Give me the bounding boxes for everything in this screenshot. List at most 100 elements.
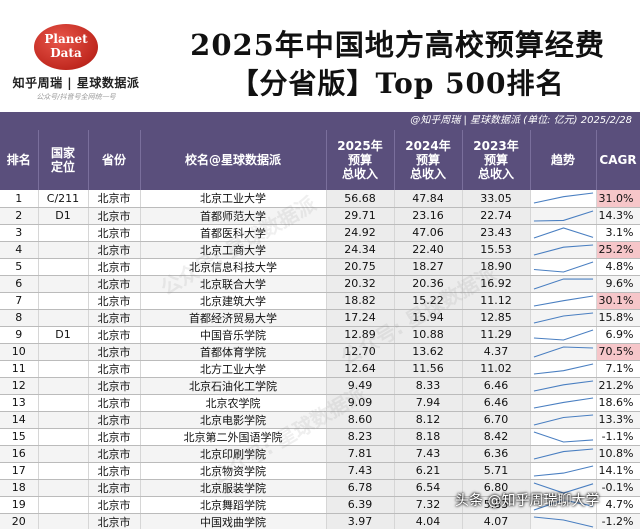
table-row: 11 北京市 北方工业大学 12.64 11.56 11.02 7.1% <box>0 360 640 378</box>
cell-school: 北京工业大学 <box>140 190 327 208</box>
cell-province: 北京市 <box>88 309 141 327</box>
cell-2023: 6.70 <box>462 411 531 429</box>
cell-cagr: 9.6% <box>596 275 640 293</box>
cell-school: 北京信息科技大学 <box>140 258 327 276</box>
cell-national <box>38 513 89 529</box>
table-row: 6 北京市 北京联合大学 20.32 20.36 16.92 9.6% <box>0 275 640 293</box>
trend-sparkline <box>533 464 593 477</box>
table-row: 9 D1 北京市 中国音乐学院 12.89 10.88 11.29 6.9% <box>0 326 640 344</box>
col-2025: 2025年 预算 总收入 <box>326 130 395 190</box>
cell-2025: 6.78 <box>326 479 395 497</box>
table-row: 12 北京市 北京石油化工学院 9.49 8.33 6.46 21.2% <box>0 377 640 395</box>
trend-sparkline <box>533 481 593 494</box>
cell-2024: 15.94 <box>394 309 463 327</box>
cell-national <box>38 360 89 378</box>
cell-rank: 16 <box>0 445 39 463</box>
trend-line <box>533 328 593 341</box>
cell-national <box>38 309 89 327</box>
cell-province: 北京市 <box>88 275 141 293</box>
cell-province: 北京市 <box>88 411 141 429</box>
cell-cagr: 10.8% <box>596 445 640 463</box>
cell-national <box>38 275 89 293</box>
cell-2023: 23.43 <box>462 224 531 242</box>
header: Planet Data 知乎周瑞 | 星球数据派 公众号/抖音号全网统一号 20… <box>0 0 640 112</box>
cell-province: 北京市 <box>88 445 141 463</box>
cell-trend <box>530 292 597 310</box>
trend-line <box>533 413 593 426</box>
cell-rank: 9 <box>0 326 39 344</box>
trend-sparkline <box>533 277 593 290</box>
cell-national <box>38 292 89 310</box>
cell-2023: 6.80 <box>462 479 531 497</box>
cell-2024: 7.43 <box>394 445 463 463</box>
cell-school: 北京物资学院 <box>140 462 327 480</box>
cell-province: 北京市 <box>88 326 141 344</box>
cell-2024: 8.12 <box>394 411 463 429</box>
cell-2023: 6.36 <box>462 445 531 463</box>
cell-2024: 8.33 <box>394 377 463 395</box>
cell-rank: 15 <box>0 428 39 446</box>
cell-national <box>38 258 89 276</box>
cell-cagr: 4.7% <box>596 496 640 514</box>
cell-national: D1 <box>38 207 89 225</box>
trend-line <box>533 379 593 392</box>
cell-national <box>38 377 89 395</box>
cell-rank: 4 <box>0 241 39 259</box>
trend-line <box>533 430 593 443</box>
cell-rank: 5 <box>0 258 39 276</box>
cell-2023: 11.29 <box>462 326 531 344</box>
table-row: 8 北京市 首都经济贸易大学 17.24 15.94 12.85 15.8% <box>0 309 640 327</box>
cell-trend <box>530 479 597 497</box>
trend-line <box>533 226 593 239</box>
trend-sparkline <box>533 294 593 307</box>
col-trend: 趋势 <box>530 130 597 190</box>
col-school: 校名@星球数据派 <box>140 130 327 190</box>
table-row: 15 北京市 北京第二外国语学院 8.23 8.18 8.42 -1.1% <box>0 428 640 446</box>
trend-sparkline <box>533 328 593 341</box>
cell-rank: 12 <box>0 377 39 395</box>
cell-trend <box>530 445 597 463</box>
cell-2023: 11.02 <box>462 360 531 378</box>
info-bar: @知乎周瑞 | 星球数据派 (单位: 亿元) 2025/2/28 <box>0 112 640 130</box>
cell-trend <box>530 462 597 480</box>
cell-2024: 7.32 <box>394 496 463 514</box>
cell-2025: 7.43 <box>326 462 395 480</box>
cell-province: 北京市 <box>88 479 141 497</box>
cell-province: 北京市 <box>88 343 141 361</box>
cell-trend <box>530 428 597 446</box>
trend-sparkline <box>533 430 593 443</box>
cell-2024: 4.04 <box>394 513 463 529</box>
cell-2025: 8.60 <box>326 411 395 429</box>
ranking-table: 排名 国家 定位 省份 校名@星球数据派 2025年 预算 总收入 2024年 预算 总收… <box>0 130 640 529</box>
cell-2025: 12.70 <box>326 343 395 361</box>
cell-national <box>38 224 89 242</box>
cell-2025: 29.71 <box>326 207 395 225</box>
trend-line <box>533 294 593 307</box>
cell-cagr: -1.1% <box>596 428 640 446</box>
cell-rank: 3 <box>0 224 39 242</box>
trend-line <box>533 345 593 358</box>
page-subtitle: 【分省版】Top 500排名 <box>230 67 565 100</box>
cell-cagr: -1.2% <box>596 513 640 529</box>
cell-rank: 14 <box>0 411 39 429</box>
cell-cagr: 25.2% <box>596 241 640 259</box>
cell-2023: 8.42 <box>462 428 531 446</box>
col-rank: 排名 <box>0 130 39 190</box>
cell-cagr: 14.1% <box>596 462 640 480</box>
trend-sparkline <box>533 396 593 409</box>
cell-2023: 4.37 <box>462 343 531 361</box>
cell-school: 北京石油化工学院 <box>140 377 327 395</box>
cell-2023: 15.53 <box>462 241 531 259</box>
cell-2025: 12.64 <box>326 360 395 378</box>
cell-province: 北京市 <box>88 394 141 412</box>
cell-cagr: 30.1% <box>596 292 640 310</box>
cell-school: 首都体育学院 <box>140 343 327 361</box>
cell-school: 北京工商大学 <box>140 241 327 259</box>
cell-school: 中国戏曲学院 <box>140 513 327 529</box>
cell-trend <box>530 224 597 242</box>
cell-2025: 9.49 <box>326 377 395 395</box>
cell-cagr: -0.1% <box>596 479 640 497</box>
cell-national <box>38 428 89 446</box>
cell-rank: 20 <box>0 513 39 529</box>
cell-trend <box>530 258 597 276</box>
